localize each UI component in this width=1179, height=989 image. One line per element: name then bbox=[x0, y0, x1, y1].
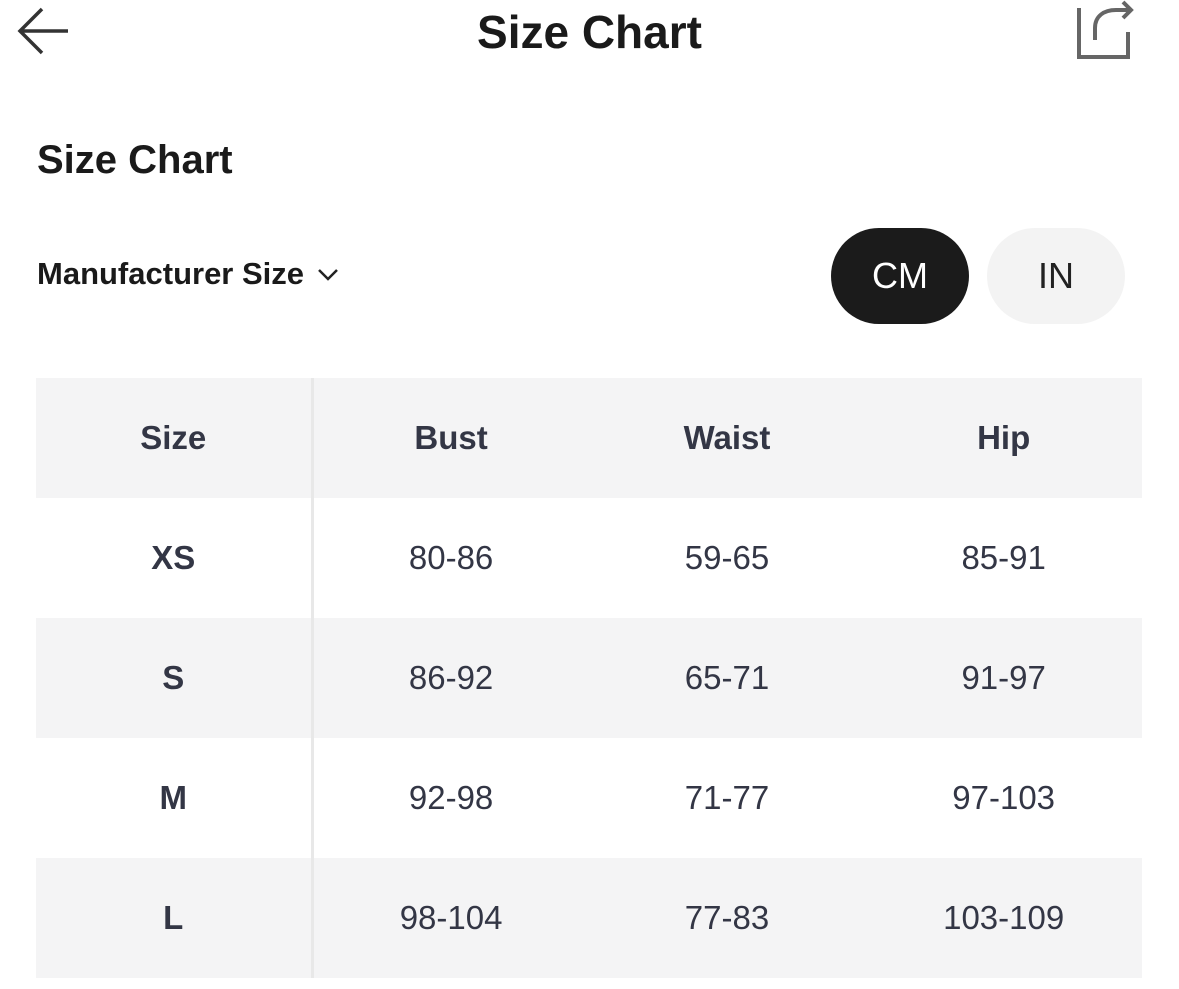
bust-cell: 80-86 bbox=[408, 539, 494, 576]
size-system-label: Manufacturer Size bbox=[37, 256, 305, 291]
table-row: L 98-104 77-83 103-109 bbox=[36, 858, 1142, 978]
share-button[interactable] bbox=[1072, 0, 1138, 62]
header-bust: Bust bbox=[414, 419, 488, 456]
hip-cell: 91-97 bbox=[961, 659, 1046, 696]
size-table: Size Bust Waist Hip XS 80-86 59-65 85-91… bbox=[36, 378, 1142, 978]
section-title: Size Chart bbox=[37, 138, 233, 182]
table-row: M 92-98 71-77 97-103 bbox=[36, 738, 1142, 858]
share-icon bbox=[1077, 0, 1134, 59]
waist-cell: 77-83 bbox=[684, 899, 770, 936]
size-cell: XS bbox=[36, 498, 314, 618]
size-cell: M bbox=[36, 738, 314, 858]
waist-cell: 59-65 bbox=[684, 539, 770, 576]
waist-cell: 71-77 bbox=[684, 779, 770, 816]
table-row: XS 80-86 59-65 85-91 bbox=[36, 498, 1142, 618]
hip-cell: 103-109 bbox=[943, 899, 1065, 936]
unit-cm-button[interactable]: CM bbox=[831, 228, 969, 324]
header-waist: Waist bbox=[683, 419, 771, 456]
bust-cell: 92-98 bbox=[408, 779, 494, 816]
size-cell: L bbox=[36, 858, 314, 978]
back-button[interactable] bbox=[14, 4, 74, 58]
size-system-dropdown[interactable]: Manufacturer Size bbox=[37, 256, 340, 292]
chevron-down-icon bbox=[318, 269, 338, 281]
header-size: Size bbox=[36, 378, 314, 498]
page-title: Size Chart bbox=[477, 6, 702, 58]
waist-cell: 65-71 bbox=[684, 659, 770, 696]
bust-cell: 98-104 bbox=[399, 899, 503, 936]
arrow-left-icon bbox=[17, 7, 68, 55]
unit-in-button[interactable]: IN bbox=[987, 228, 1125, 324]
top-bar: Size Chart bbox=[0, 0, 1179, 70]
size-cell: S bbox=[36, 618, 314, 738]
table-row: S 86-92 65-71 91-97 bbox=[36, 618, 1142, 738]
header-hip: Hip bbox=[977, 419, 1031, 456]
bust-cell: 86-92 bbox=[408, 659, 494, 696]
hip-cell: 85-91 bbox=[961, 539, 1046, 576]
hip-cell: 97-103 bbox=[952, 779, 1056, 816]
table-header-row: Size Bust Waist Hip bbox=[36, 378, 1142, 498]
